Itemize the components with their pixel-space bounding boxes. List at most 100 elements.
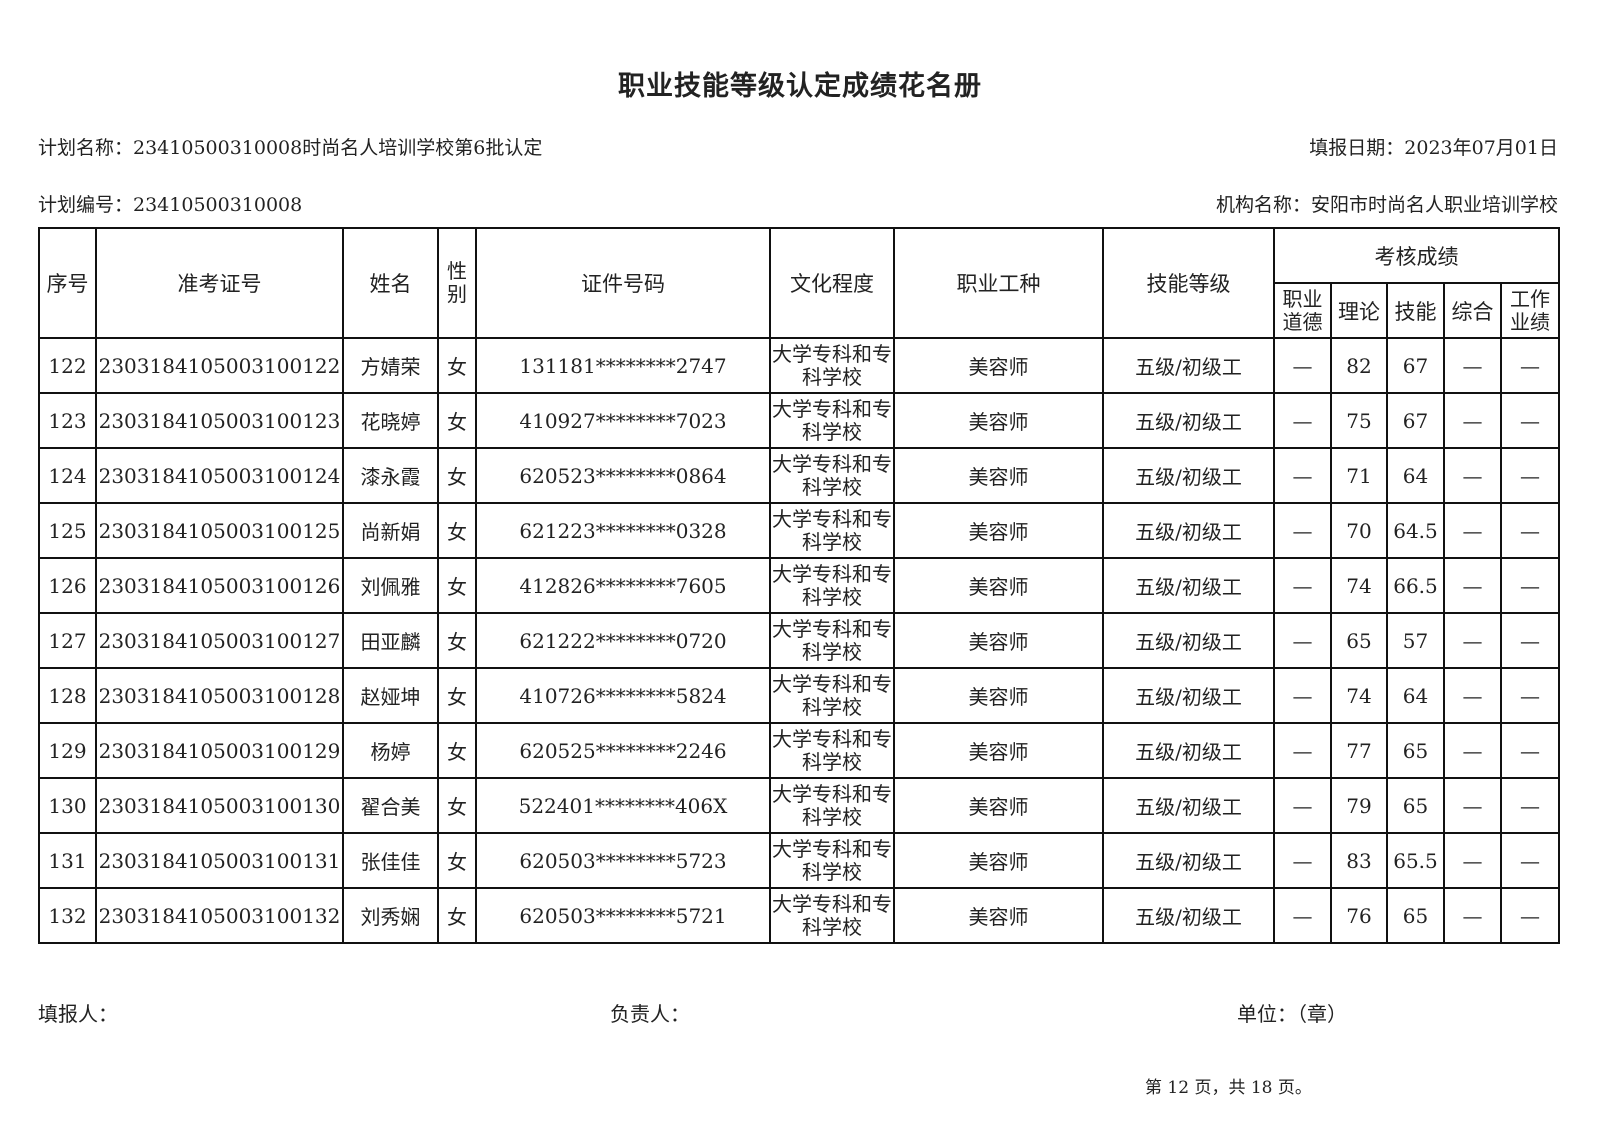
- cell-theory: 75: [1330, 392, 1388, 449]
- table-row: 123 2303184105003100123 花晓婷女 410927********…: [38, 392, 1561, 449]
- cell-theory: 70: [1330, 502, 1388, 559]
- cell-performance: —: [1499, 502, 1561, 559]
- cell-education: 大学专科和专科学校: [769, 777, 895, 834]
- table-row: 122 2303184105003100122 方婧荣女 131181********…: [38, 337, 1561, 394]
- cell-seq: 123: [38, 392, 97, 449]
- cell-exam-id: 2303184105003100129: [95, 722, 344, 779]
- responsible-label: 负责人：: [610, 1002, 690, 1026]
- report-date: 填报日期：2023年07月01日: [1309, 137, 1558, 159]
- cell-exam-id: 2303184105003100127: [95, 612, 344, 669]
- cell-skill: 64.5: [1386, 502, 1445, 559]
- cell-seq: 132: [38, 887, 97, 944]
- cell-skill: 65: [1386, 722, 1445, 779]
- cell-ethics: —: [1273, 392, 1332, 449]
- cell-id-no: 621223********0328: [475, 502, 771, 559]
- cell-education: 大学专科和专科学校: [769, 832, 895, 889]
- cell-performance: —: [1499, 612, 1561, 669]
- cell-gender: 女: [437, 612, 477, 669]
- cell-exam-id: 2303184105003100124: [95, 447, 344, 504]
- org-name: 机构名称：安阳市时尚名人职业培训学校: [1215, 194, 1558, 216]
- table-row: 132 2303184105003100132 刘秀娴女 620503********…: [38, 887, 1561, 944]
- cell-level: 五级/初级工: [1102, 612, 1275, 669]
- cell-skill: 57: [1386, 612, 1445, 669]
- cell-id-no: 522401********406X: [475, 777, 771, 834]
- cell-ethics: —: [1273, 777, 1332, 834]
- cell-ethics: —: [1273, 612, 1332, 669]
- cell-gender: 女: [437, 502, 477, 559]
- cell-skill: 67: [1386, 337, 1445, 394]
- cell-overall: —: [1443, 612, 1502, 669]
- cell-overall: —: [1443, 667, 1502, 724]
- header-performance: 工作业绩: [1499, 282, 1561, 339]
- cell-ethics: —: [1273, 337, 1332, 394]
- cell-name: 刘佩雅: [342, 557, 439, 614]
- header-theory: 理论: [1330, 282, 1388, 339]
- cell-id-no: 621222********0720: [475, 612, 771, 669]
- cell-gender: 女: [437, 887, 477, 944]
- header-level: 技能等级: [1102, 227, 1275, 339]
- cell-theory: 83: [1330, 832, 1388, 889]
- cell-overall: —: [1443, 832, 1502, 889]
- cell-name: 方婧荣: [342, 337, 439, 394]
- cell-performance: —: [1499, 722, 1561, 779]
- cell-occupation: 美容师: [893, 392, 1104, 449]
- cell-theory: 65: [1330, 612, 1388, 669]
- cell-ethics: —: [1273, 447, 1332, 504]
- cell-ethics: —: [1273, 832, 1332, 889]
- cell-name: 田亚麟: [342, 612, 439, 669]
- cell-theory: 74: [1330, 667, 1388, 724]
- cell-id-no: 412826********7605: [475, 557, 771, 614]
- table-row: 131 2303184105003100131 张佳佳女 620503********…: [38, 832, 1561, 889]
- header-seq: 序号: [38, 227, 97, 339]
- cell-exam-id: 2303184105003100123: [95, 392, 344, 449]
- cell-seq: 129: [38, 722, 97, 779]
- cell-skill: 65.5: [1386, 832, 1445, 889]
- table-row: 130 2303184105003100130 翟合美女 522401********…: [38, 777, 1561, 834]
- cell-overall: —: [1443, 447, 1502, 504]
- cell-name: 花晓婷: [342, 392, 439, 449]
- cell-performance: —: [1499, 392, 1561, 449]
- cell-education: 大学专科和专科学校: [769, 887, 895, 944]
- cell-skill: 65: [1386, 887, 1445, 944]
- cell-gender: 女: [437, 832, 477, 889]
- cell-performance: —: [1499, 447, 1561, 504]
- cell-level: 五级/初级工: [1102, 557, 1275, 614]
- cell-id-no: 620503********5721: [475, 887, 771, 944]
- cell-overall: —: [1443, 502, 1502, 559]
- header-education: 文化程度: [769, 227, 895, 339]
- cell-level: 五级/初级工: [1102, 777, 1275, 834]
- cell-skill: 64: [1386, 447, 1445, 504]
- cell-education: 大学专科和专科学校: [769, 612, 895, 669]
- table-row: 127 2303184105003100127 田亚麟女 621222********…: [38, 612, 1561, 669]
- cell-overall: —: [1443, 337, 1502, 394]
- page-indicator: 第 12 页，共 18 页。: [1145, 1078, 1312, 1098]
- cell-theory: 79: [1330, 777, 1388, 834]
- cell-ethics: —: [1273, 502, 1332, 559]
- cell-seq: 125: [38, 502, 97, 559]
- cell-level: 五级/初级工: [1102, 887, 1275, 944]
- cell-theory: 76: [1330, 887, 1388, 944]
- cell-occupation: 美容师: [893, 777, 1104, 834]
- cell-gender: 女: [437, 777, 477, 834]
- cell-occupation: 美容师: [893, 832, 1104, 889]
- cell-seq: 131: [38, 832, 97, 889]
- cell-exam-id: 2303184105003100131: [95, 832, 344, 889]
- cell-occupation: 美容师: [893, 557, 1104, 614]
- cell-exam-id: 2303184105003100132: [95, 887, 344, 944]
- cell-occupation: 美容师: [893, 667, 1104, 724]
- document-title: 职业技能等级认定成绩花名册: [618, 71, 982, 102]
- table-row: 125 2303184105003100125 尚新娟女 621223********…: [38, 502, 1561, 559]
- cell-education: 大学专科和专科学校: [769, 557, 895, 614]
- filler-label: 填报人：: [38, 1002, 118, 1026]
- score-roster-table: 序号 准考证号 姓名 性别 证件号码 文化程度 职业工种 技能等级 考核成绩 职…: [38, 227, 1561, 944]
- cell-seq: 130: [38, 777, 97, 834]
- cell-theory: 82: [1330, 337, 1388, 394]
- cell-gender: 女: [437, 337, 477, 394]
- cell-level: 五级/初级工: [1102, 502, 1275, 559]
- cell-exam-id: 2303184105003100122: [95, 337, 344, 394]
- cell-exam-id: 2303184105003100128: [95, 667, 344, 724]
- cell-name: 翟合美: [342, 777, 439, 834]
- cell-exam-id: 2303184105003100125: [95, 502, 344, 559]
- cell-id-no: 410927********7023: [475, 392, 771, 449]
- cell-name: 杨婷: [342, 722, 439, 779]
